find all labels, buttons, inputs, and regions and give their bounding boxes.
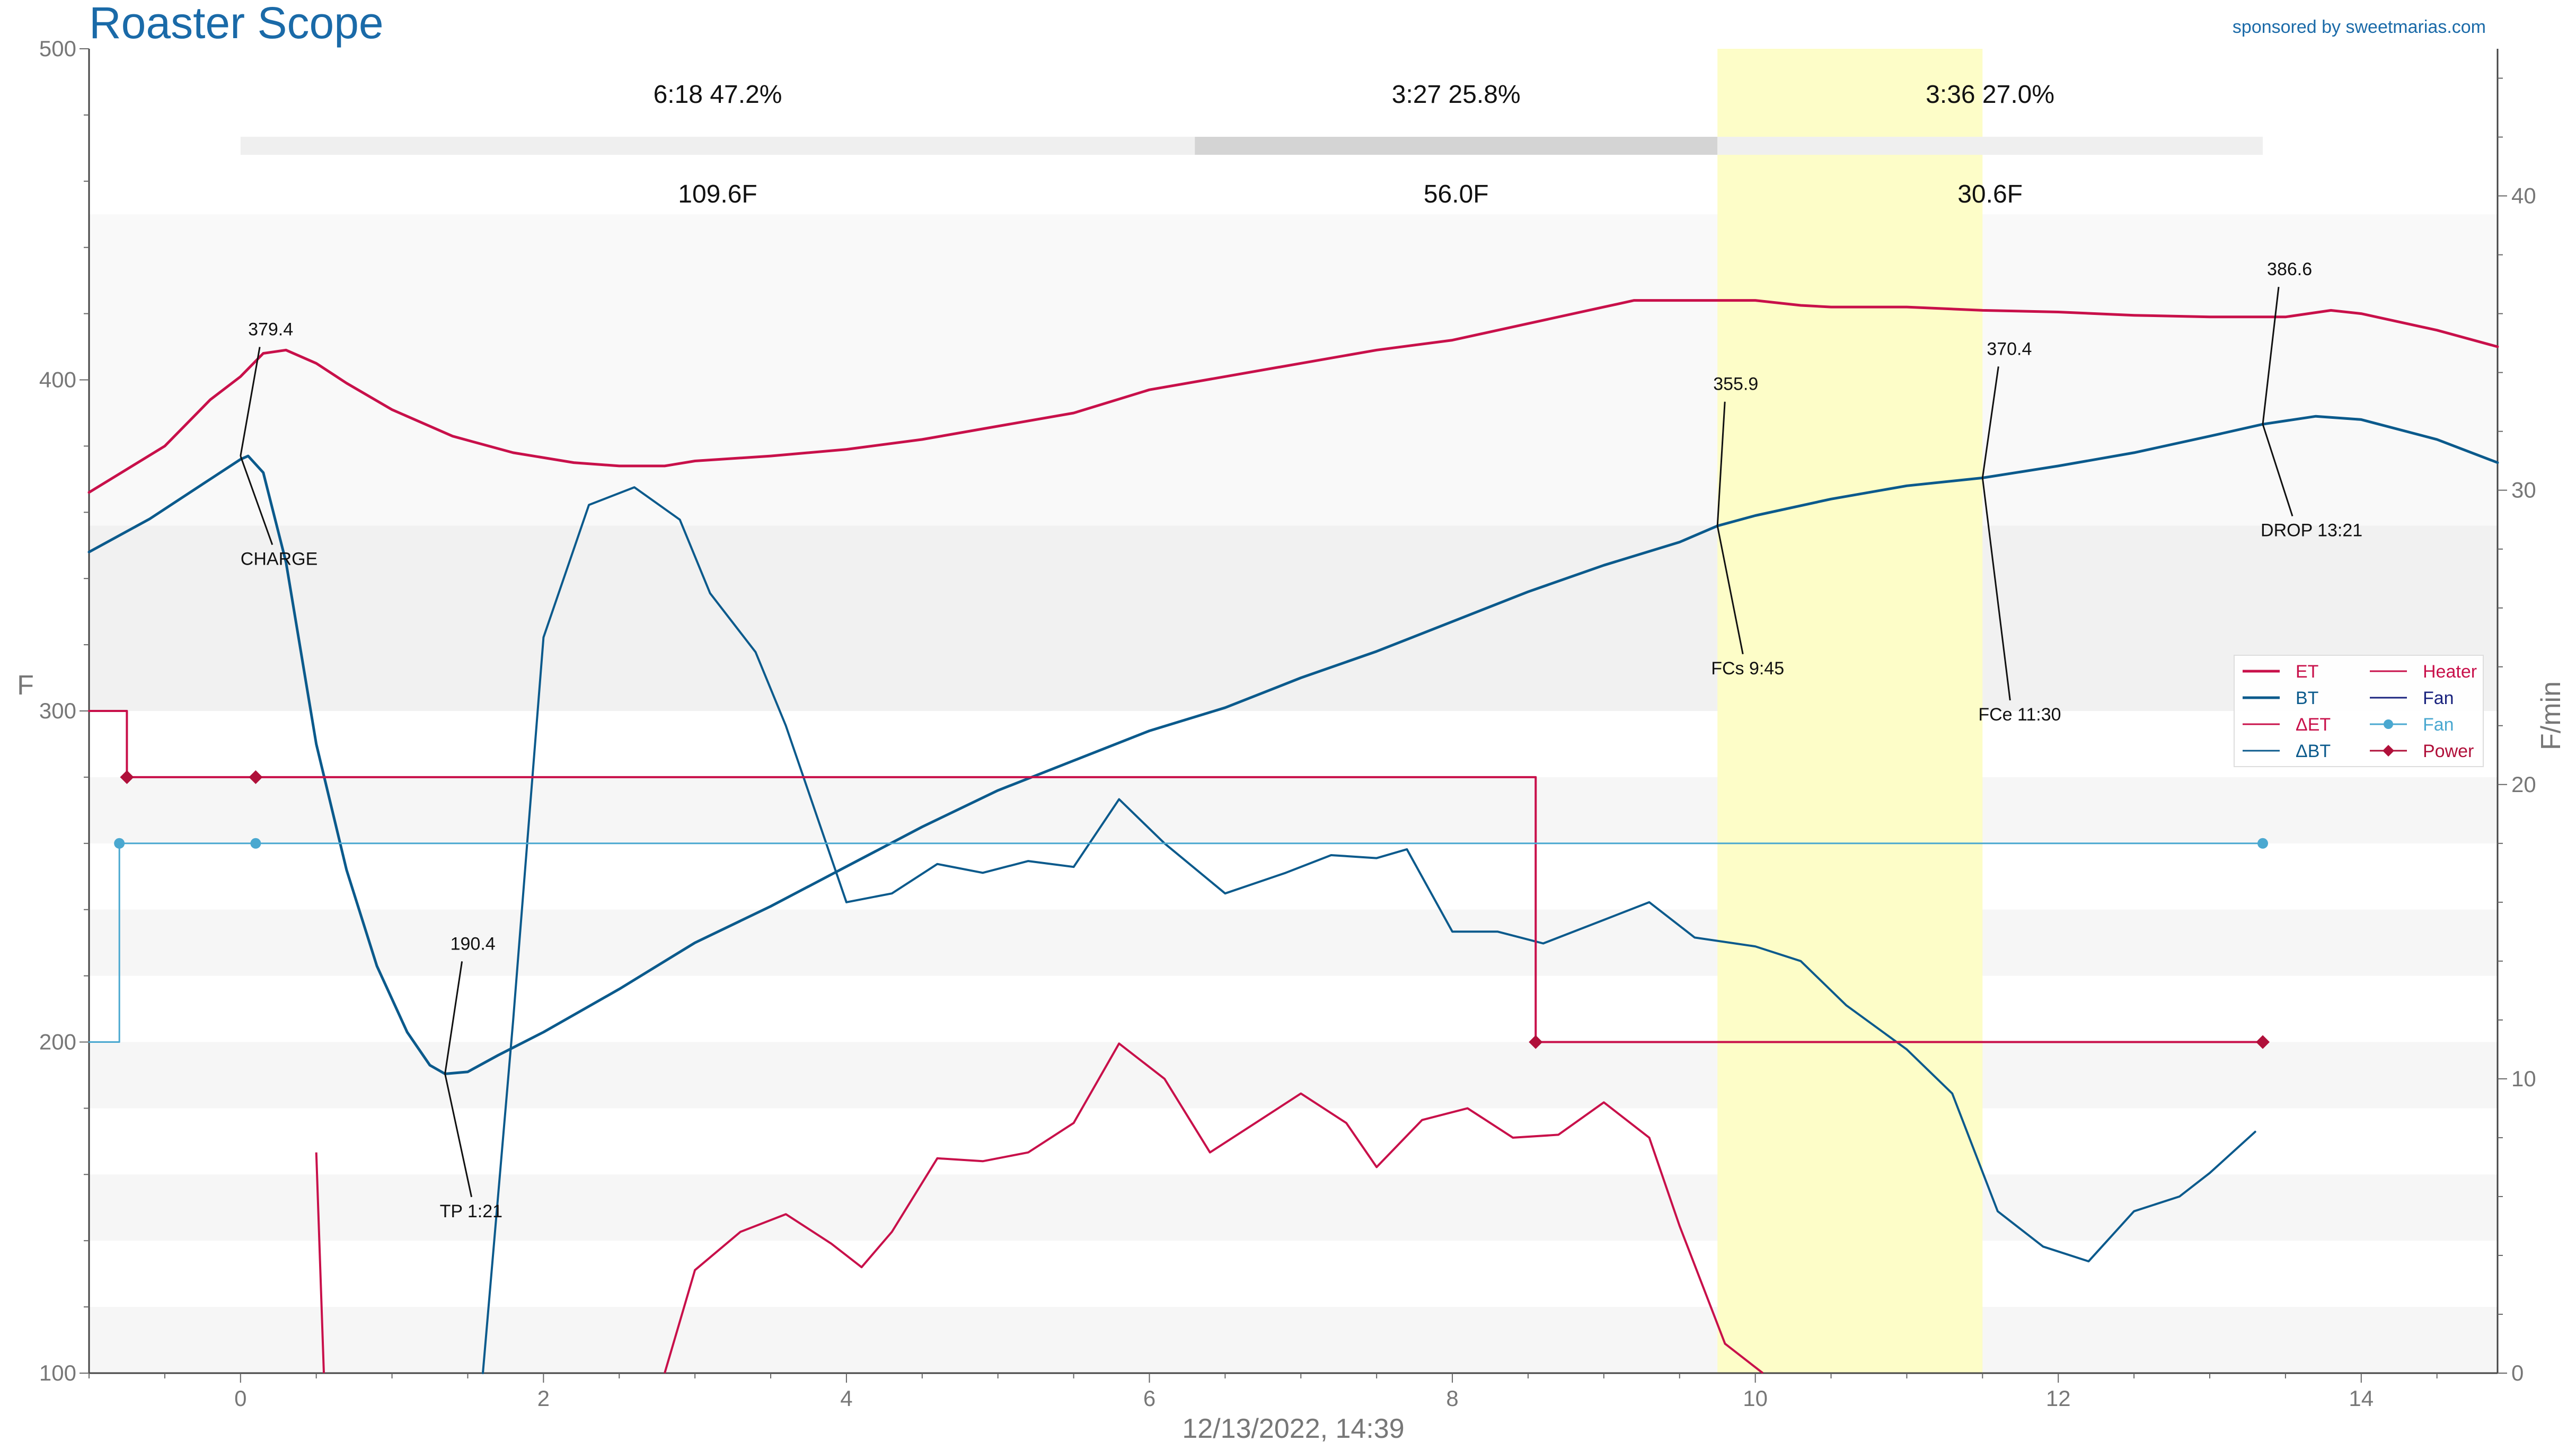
y-tick-label: 300 xyxy=(39,698,76,723)
band-stripe xyxy=(89,777,2498,843)
annotation-leader xyxy=(1981,366,1999,478)
band-upper xyxy=(89,214,2498,526)
x-tick-label: 8 xyxy=(1446,1386,1458,1411)
annotation-event-label: DROP 13:21 xyxy=(2261,521,2362,541)
y-tick-label: 400 xyxy=(39,367,76,392)
annotation-event-label: FCs 9:45 xyxy=(1711,658,1784,679)
y2-tick-label: 40 xyxy=(2511,183,2536,208)
series-bt-line xyxy=(87,415,2499,1075)
phase-bar: 6:18 47.2% 109.6F 3:27 25.8% 56.0F 3:36 27.0… xyxy=(240,81,2263,208)
phase-time-label: 6:18 47.2% xyxy=(654,81,782,109)
y-axis-label: F xyxy=(17,670,34,701)
y2-tick-label: 30 xyxy=(2511,478,2536,503)
series-delta-et-line xyxy=(664,1042,1764,1374)
annotation-value-label: 190.4 xyxy=(451,934,496,954)
phase-delta-label: 109.6F xyxy=(678,180,757,208)
series-delta-bt-line xyxy=(482,486,2256,1374)
x-tick-label: 4 xyxy=(840,1386,852,1411)
annotation-leader xyxy=(240,455,274,545)
legend-label: ET xyxy=(2296,662,2318,682)
fan-marker xyxy=(250,838,261,849)
app-title: Roaster Scope xyxy=(89,0,384,48)
series-fan-line xyxy=(88,842,2264,1043)
fan-marker xyxy=(114,838,125,849)
x-tick-label: 0 xyxy=(234,1386,246,1411)
annotation-value-label: 379.4 xyxy=(248,320,293,340)
phase-time-label: 3:27 25.8% xyxy=(1392,81,1521,109)
band-stripe xyxy=(89,909,2498,976)
y2-tick-label: 20 xyxy=(2511,772,2536,797)
annotation-value-label: 386.6 xyxy=(2267,259,2312,279)
y2-tick-label: 0 xyxy=(2511,1360,2524,1385)
annotation-leader xyxy=(2262,424,2293,516)
annotation-event-label: FCe 11:30 xyxy=(1978,705,2061,725)
annotation-leader xyxy=(1981,478,2011,701)
band-middle xyxy=(89,525,2498,711)
legend-swatch-marker xyxy=(2384,719,2393,729)
power-marker xyxy=(249,770,263,784)
x-tick-label: 14 xyxy=(2349,1386,2374,1411)
y-tick-label: 100 xyxy=(39,1360,76,1385)
series-et-line xyxy=(87,299,2499,494)
y2-tick-label: 10 xyxy=(2511,1066,2536,1091)
legend-label: BT xyxy=(2296,688,2318,708)
annotation-leader xyxy=(1716,525,1744,655)
sponsor-link[interactable]: sponsored by sweetmarias.com xyxy=(2233,17,2486,37)
series-layer xyxy=(87,299,2499,1374)
y-tick-label: 500 xyxy=(39,36,76,61)
legend-swatch-marker xyxy=(2383,745,2394,757)
band-stripe xyxy=(89,1174,2498,1241)
series-heater-line xyxy=(88,710,2264,1043)
x-tick-label: 10 xyxy=(1743,1386,1768,1411)
legend-box xyxy=(2234,655,2484,767)
phase-segment xyxy=(240,137,1195,155)
legend: ET Heater BT Fan ΔET Fan ΔBT Power xyxy=(2234,655,2484,767)
timestamp-label: 12/13/2022, 14:39 xyxy=(1182,1413,1404,1444)
y2-axis-label: F/min xyxy=(2536,681,2566,750)
annotation-event-label: CHARGE xyxy=(241,549,317,569)
first-crack-highlight xyxy=(1717,49,1983,1373)
power-marker xyxy=(120,770,134,784)
band-top xyxy=(89,49,2498,215)
phase-segment xyxy=(1717,137,2263,155)
background-bands xyxy=(89,49,2498,1373)
legend-label: Heater xyxy=(2423,662,2477,682)
x-tick-label: 12 xyxy=(2046,1386,2071,1411)
phase-delta-label: 56.0F xyxy=(1424,180,1489,208)
annotation-leader xyxy=(2262,286,2280,425)
legend-label: ΔBT xyxy=(2296,741,2331,761)
annotation-leader xyxy=(444,1074,473,1198)
series-delta-et-line xyxy=(315,1152,325,1374)
legend-label: Fan xyxy=(2423,688,2454,708)
y-tick-label: 200 xyxy=(39,1030,76,1054)
legend-label: Fan xyxy=(2423,715,2454,735)
fan-marker xyxy=(2257,838,2269,849)
phase-time-label: 3:36 27.0% xyxy=(1926,81,2054,109)
x-tick-label: 6 xyxy=(1143,1386,1155,1411)
band-stripe xyxy=(89,1307,2498,1373)
power-marker xyxy=(1529,1035,1543,1049)
annotation-value-label: 355.9 xyxy=(1713,374,1758,394)
phase-delta-label: 30.6F xyxy=(1957,180,2023,208)
annotation-event-label: TP 1:21 xyxy=(440,1201,502,1221)
annotation-leader xyxy=(240,347,261,456)
legend-label: Power xyxy=(2423,741,2474,761)
phase-segment xyxy=(1195,137,1718,155)
annotation-leader xyxy=(1716,401,1726,526)
annotation-leader xyxy=(444,961,463,1074)
annotations: 379.4 CHARGE 190.4 TP 1:21 355.9 FCs 9:45 370.… xyxy=(240,259,2362,1221)
x-tick-label: 2 xyxy=(537,1386,550,1411)
power-marker xyxy=(2256,1035,2270,1049)
annotation-value-label: 370.4 xyxy=(1987,339,2032,359)
legend-label: ΔET xyxy=(2296,715,2331,735)
